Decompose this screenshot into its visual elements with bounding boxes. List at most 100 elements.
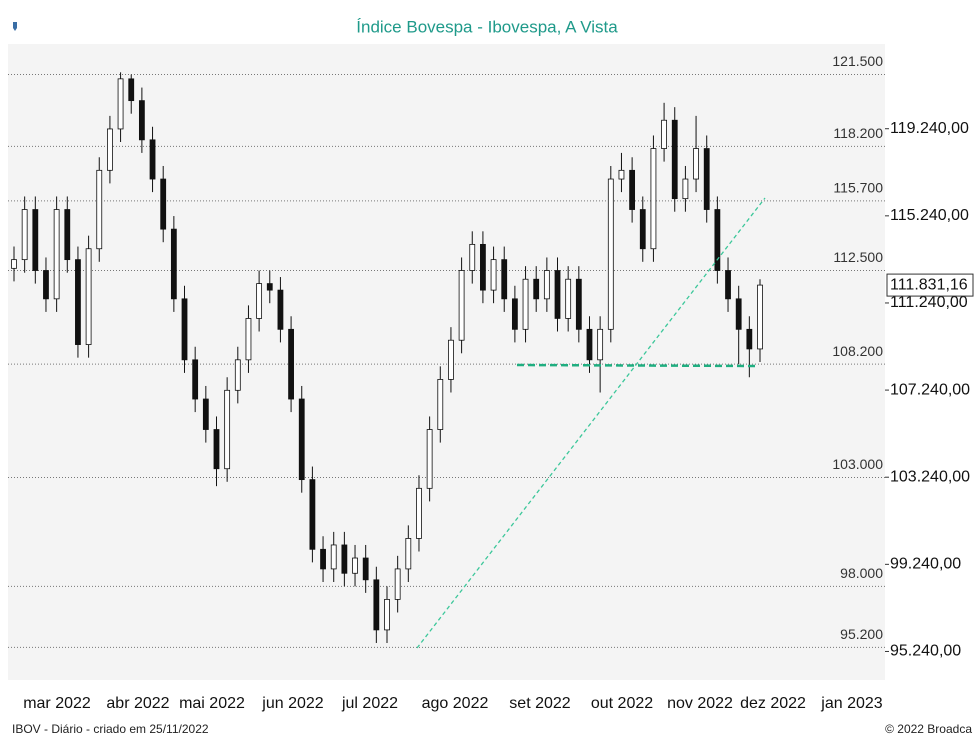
candle-body: [607, 178, 614, 330]
candle-body: [53, 209, 60, 300]
candle-body: [511, 298, 518, 330]
candle-body: [522, 278, 529, 330]
x-tick-label: set 2022: [509, 695, 570, 712]
candle-body: [661, 119, 667, 149]
candle-body: [341, 544, 348, 574]
x-tick-label: jan 2023: [820, 695, 882, 712]
candle-body: [256, 283, 263, 319]
y2-tick-label: 107.240,00: [890, 381, 970, 398]
y2-tick-label: 99.240,00: [890, 556, 961, 573]
footer-left: IBOV - Diário - criado em 25/11/2022: [12, 722, 209, 736]
chart-title: Índice Bovespa - Ibovespa, A Vista: [356, 17, 618, 36]
candle-body: [138, 100, 145, 141]
candle-body: [384, 599, 390, 631]
candle-body: [362, 557, 369, 581]
candle-body: [703, 148, 710, 210]
x-tick-label: out 2022: [591, 695, 653, 712]
logo-icon: [13, 22, 17, 31]
candle-body: [352, 557, 358, 574]
trendline: [416, 197, 766, 649]
candle-body: [107, 128, 113, 171]
y-tick-label: 98.000: [840, 565, 883, 581]
candle-body: [309, 479, 316, 550]
candle-body: [714, 209, 721, 271]
x-tick-label: mai 2022: [179, 695, 245, 712]
candle-body: [11, 259, 17, 269]
y-tick-label: 103.000: [832, 456, 883, 472]
candle-body: [213, 429, 220, 470]
y2-tick-label: 111.240,00: [890, 294, 968, 311]
candle-body: [757, 284, 763, 350]
candle-body: [245, 318, 252, 361]
candle-body: [266, 283, 273, 291]
x-tick-label: jun 2022: [261, 695, 323, 712]
candle-body: [149, 139, 156, 180]
candle-body: [554, 270, 561, 319]
y2-tick-label: 119.240,00: [890, 120, 969, 137]
candle-body: [746, 328, 753, 350]
candle-body: [298, 398, 305, 481]
candle-body: [192, 359, 199, 400]
candle-body: [650, 148, 657, 250]
candle-body: [181, 298, 188, 361]
candle-body: [330, 544, 337, 570]
candle-body: [682, 178, 689, 200]
y-tick-label: 108.200: [832, 343, 883, 359]
candle-body: [32, 209, 39, 271]
y-tick-label: 118.200: [833, 125, 883, 141]
candle-body: [202, 398, 209, 430]
x-tick-label: ago 2022: [422, 695, 489, 712]
candle-body: [426, 429, 433, 489]
candle-body: [448, 339, 454, 380]
candle-body: [75, 259, 81, 345]
candle-body: [586, 328, 593, 361]
y-tick-label: 115.700: [833, 180, 883, 196]
x-tick-label: dez 2022: [740, 695, 806, 712]
candle-body: [639, 209, 646, 250]
labels: 111.831,16: [886, 273, 974, 297]
candle-body: [234, 359, 241, 391]
candle-body: [629, 169, 636, 210]
candle-body: [96, 169, 103, 250]
candle-body: [501, 259, 508, 300]
candle-body: [693, 148, 699, 180]
candle-body: [533, 278, 540, 300]
candle-body: [725, 270, 731, 300]
candle-body: [671, 119, 678, 200]
candle-body: [416, 487, 422, 539]
y2-tick-label: 103.240,00: [890, 468, 970, 485]
candle-body: [490, 259, 497, 291]
candle-body: [277, 289, 284, 330]
y2-tick-label: 115.240,00: [890, 207, 969, 224]
candle-body: [85, 248, 92, 345]
y2-tick-label: 95.240,00: [890, 643, 961, 660]
candle-body: [320, 548, 326, 570]
candle-body: [437, 379, 444, 430]
last-price-label: 111.831,16: [890, 276, 968, 293]
x-tick-label: abr 2022: [106, 695, 169, 712]
candle-body: [117, 78, 124, 130]
candle-body: [458, 270, 465, 341]
last-price-box: [886, 273, 974, 297]
candle-body: [543, 270, 550, 300]
candle-body: [565, 278, 572, 319]
candle-body: [288, 328, 294, 400]
y-tick-label: 112.500: [833, 249, 883, 265]
x-tick-label: jul 2022: [341, 695, 398, 712]
candle-body: [128, 78, 135, 102]
candle-body: [373, 579, 380, 631]
candle-body: [394, 568, 401, 600]
candle-body: [160, 178, 167, 230]
candle-body: [405, 538, 412, 570]
candle-body: [224, 389, 231, 470]
candle-body: [170, 228, 177, 300]
candle-body: [64, 209, 71, 261]
candle-body: [21, 209, 28, 261]
candles: [11, 72, 763, 643]
candle-body: [575, 278, 582, 330]
support-line: [516, 363, 758, 368]
grid: 121.500 118.200 115.700 112.500 108.200 103.0…: [8, 53, 970, 712]
candle-body: [469, 243, 476, 271]
candle-body: [480, 243, 486, 291]
